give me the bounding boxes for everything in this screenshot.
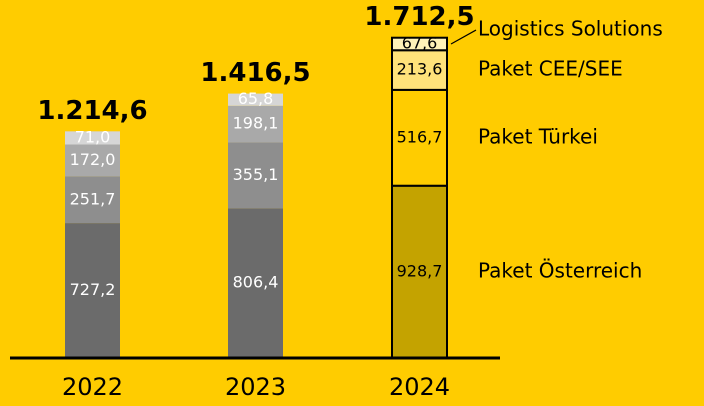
bar-segment bbox=[228, 208, 283, 358]
value-label: 727,2 bbox=[70, 280, 116, 299]
total-label: 1.712,5 bbox=[364, 2, 474, 32]
x-tick-label: 2022 bbox=[62, 373, 123, 401]
value-label: 251,7 bbox=[70, 189, 116, 208]
value-label: 65,8 bbox=[238, 89, 274, 108]
bar-segment bbox=[391, 36, 448, 52]
bar-segment bbox=[391, 88, 448, 187]
value-label: 355,1 bbox=[233, 165, 279, 184]
total-label: 1.416,5 bbox=[200, 58, 310, 88]
x-tick-label: 2024 bbox=[389, 373, 450, 401]
bar-segment bbox=[391, 49, 448, 91]
bar-segment bbox=[65, 144, 120, 177]
legend-label: Paket CEE/SEE bbox=[478, 57, 623, 81]
bar-segment bbox=[65, 131, 120, 145]
legend-label: Paket Türkei bbox=[478, 124, 598, 148]
value-label: 516,7 bbox=[397, 127, 443, 146]
value-label: 172,0 bbox=[70, 150, 116, 169]
bar-segment bbox=[228, 105, 283, 143]
legend-label: Paket Österreich bbox=[478, 258, 642, 282]
bar-segment bbox=[228, 93, 283, 106]
value-label: 67,6 bbox=[402, 33, 438, 52]
legend-connector bbox=[450, 29, 477, 45]
value-label: 806,4 bbox=[233, 273, 279, 292]
bar-segment bbox=[65, 223, 120, 358]
bar-segment bbox=[391, 184, 448, 359]
bar-segment bbox=[228, 142, 283, 209]
total-label: 1.214,6 bbox=[37, 96, 147, 126]
x-tick-label: 2023 bbox=[225, 373, 286, 401]
bar-segment bbox=[65, 176, 120, 224]
legend-label: Logistics Solutions bbox=[478, 17, 663, 41]
value-label: 198,1 bbox=[233, 114, 279, 133]
value-label: 928,7 bbox=[397, 261, 443, 280]
value-label: 213,6 bbox=[397, 60, 443, 79]
value-label: 71,0 bbox=[75, 127, 111, 146]
